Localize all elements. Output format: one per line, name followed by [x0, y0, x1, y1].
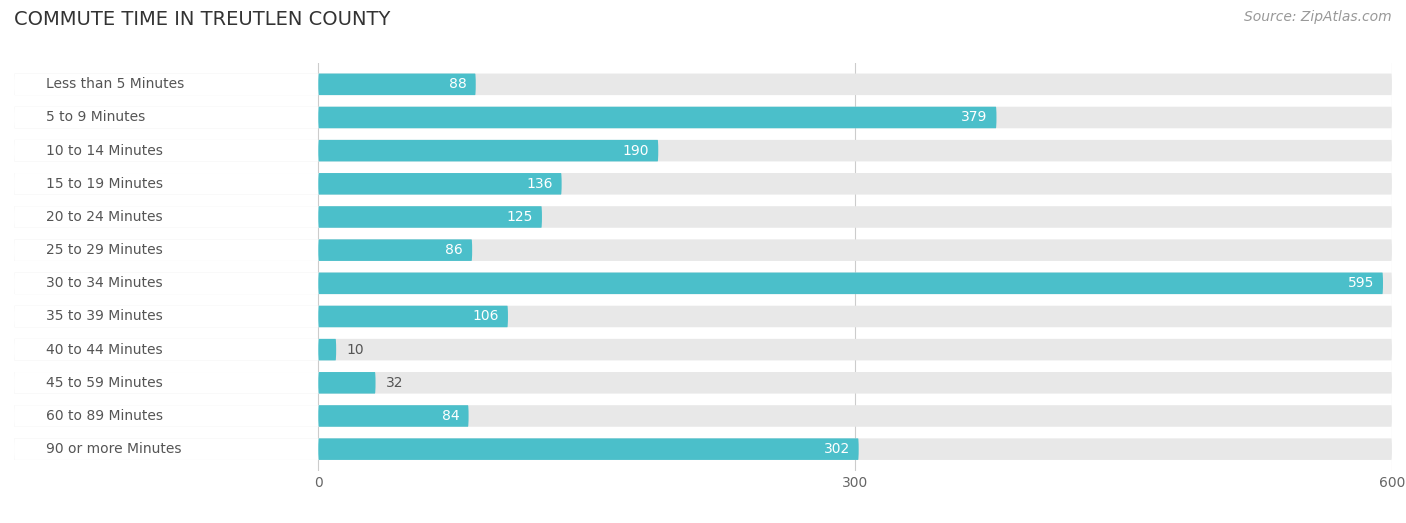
Text: 25 to 29 Minutes: 25 to 29 Minutes — [46, 243, 163, 257]
FancyBboxPatch shape — [14, 74, 1392, 95]
Text: 10 to 14 Minutes: 10 to 14 Minutes — [46, 144, 163, 157]
Text: 10: 10 — [347, 343, 364, 357]
FancyBboxPatch shape — [318, 240, 472, 261]
FancyBboxPatch shape — [318, 306, 508, 327]
Text: 20 to 24 Minutes: 20 to 24 Minutes — [46, 210, 163, 224]
FancyBboxPatch shape — [14, 173, 319, 195]
FancyBboxPatch shape — [318, 272, 1384, 294]
FancyBboxPatch shape — [14, 140, 1392, 162]
FancyBboxPatch shape — [318, 140, 658, 162]
FancyBboxPatch shape — [14, 405, 319, 427]
FancyBboxPatch shape — [14, 107, 1392, 128]
FancyBboxPatch shape — [14, 240, 319, 261]
Text: 15 to 19 Minutes: 15 to 19 Minutes — [46, 177, 163, 191]
Text: 190: 190 — [623, 144, 650, 157]
Text: 45 to 59 Minutes: 45 to 59 Minutes — [46, 376, 163, 390]
FancyBboxPatch shape — [14, 339, 1392, 360]
FancyBboxPatch shape — [318, 372, 375, 394]
Text: Less than 5 Minutes: Less than 5 Minutes — [46, 77, 184, 92]
FancyBboxPatch shape — [14, 74, 319, 95]
Text: 60 to 89 Minutes: 60 to 89 Minutes — [46, 409, 163, 423]
FancyBboxPatch shape — [14, 173, 1392, 195]
FancyBboxPatch shape — [14, 372, 319, 394]
FancyBboxPatch shape — [318, 173, 561, 195]
FancyBboxPatch shape — [318, 438, 859, 460]
FancyBboxPatch shape — [318, 339, 336, 360]
FancyBboxPatch shape — [14, 306, 1392, 327]
Text: 86: 86 — [446, 243, 463, 257]
Text: 32: 32 — [387, 376, 404, 390]
FancyBboxPatch shape — [318, 206, 541, 228]
Text: 106: 106 — [472, 310, 499, 324]
FancyBboxPatch shape — [14, 206, 1392, 228]
Text: 90 or more Minutes: 90 or more Minutes — [46, 442, 181, 456]
FancyBboxPatch shape — [14, 107, 319, 128]
FancyBboxPatch shape — [14, 272, 319, 294]
Text: Source: ZipAtlas.com: Source: ZipAtlas.com — [1244, 10, 1392, 25]
Text: 88: 88 — [449, 77, 467, 92]
FancyBboxPatch shape — [318, 107, 997, 128]
Text: COMMUTE TIME IN TREUTLEN COUNTY: COMMUTE TIME IN TREUTLEN COUNTY — [14, 10, 391, 29]
FancyBboxPatch shape — [14, 240, 1392, 261]
FancyBboxPatch shape — [14, 206, 319, 228]
FancyBboxPatch shape — [14, 438, 1392, 460]
Text: 35 to 39 Minutes: 35 to 39 Minutes — [46, 310, 163, 324]
Text: 84: 84 — [441, 409, 460, 423]
Text: 136: 136 — [526, 177, 553, 191]
Text: 302: 302 — [824, 442, 849, 456]
FancyBboxPatch shape — [14, 372, 1392, 394]
Text: 40 to 44 Minutes: 40 to 44 Minutes — [46, 343, 163, 357]
Text: 5 to 9 Minutes: 5 to 9 Minutes — [46, 110, 145, 124]
Text: 125: 125 — [506, 210, 533, 224]
Text: 379: 379 — [962, 110, 987, 124]
Text: 595: 595 — [1348, 276, 1374, 290]
FancyBboxPatch shape — [14, 438, 319, 460]
FancyBboxPatch shape — [14, 306, 319, 327]
Text: 30 to 34 Minutes: 30 to 34 Minutes — [46, 276, 163, 290]
FancyBboxPatch shape — [318, 405, 468, 427]
FancyBboxPatch shape — [14, 140, 319, 162]
FancyBboxPatch shape — [318, 74, 475, 95]
FancyBboxPatch shape — [14, 405, 1392, 427]
FancyBboxPatch shape — [14, 339, 319, 360]
FancyBboxPatch shape — [14, 272, 1392, 294]
